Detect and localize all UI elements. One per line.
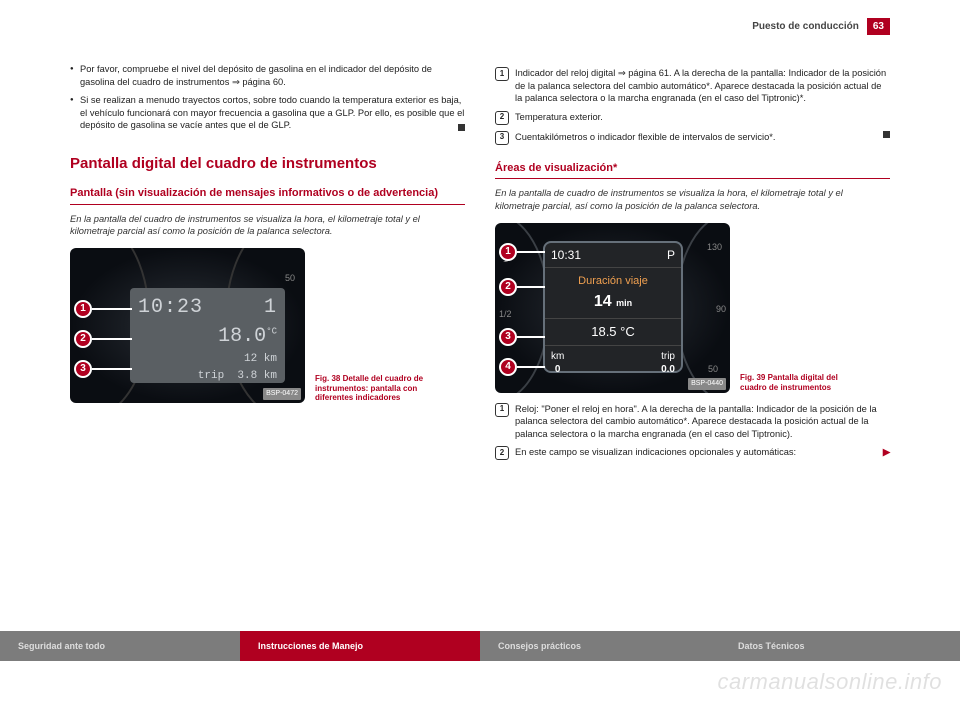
num-text-1b: Reloj: "Poner el reloj en hora". A la de… [515, 403, 890, 441]
tab-instrucciones[interactable]: Instrucciones de Manejo [240, 631, 480, 661]
callout-1: 1 [74, 300, 92, 318]
trip-unit: km [264, 370, 277, 382]
temp-value-2: 18.5 [591, 324, 616, 339]
page-number: 63 [867, 18, 890, 35]
callout-3: 3 [74, 360, 92, 378]
num-text-2: Temperatura exterior. [515, 111, 603, 125]
callouts-38: 1 2 3 [72, 248, 102, 403]
num-badge-3: 3 [495, 131, 509, 145]
trip-duration-val: 14 [594, 293, 612, 310]
km-val: 0 [555, 364, 561, 375]
trip-val-2: 0.0 [661, 364, 675, 375]
clock-value-2: 10:31 [551, 247, 581, 263]
num-badge-2b: 2 [495, 446, 509, 460]
image-ref: BSP-0472 [263, 388, 301, 399]
temp-scale-130: 130 [707, 241, 722, 253]
temp-unit-2: °C [620, 324, 635, 339]
left-column: Por favor, compruebe el nivel del depósi… [70, 63, 465, 466]
num-text-2b: En este campo se visualizan indicaciones… [515, 446, 877, 460]
numbered-list-top: 1 Indicador del reloj digital ⇒ página 61… [495, 67, 890, 145]
trip-label-2: trip [661, 351, 675, 362]
clock-value: 10:23 [138, 294, 203, 321]
num-text-1: Indicador del reloj digital ⇒ página 61.… [515, 67, 890, 105]
subsection-heading-2: Áreas de visualización* [495, 161, 890, 180]
page: Puesto de conducción 63 Por favor, compr… [70, 0, 890, 466]
figure-38-image: 50 10:23 1 18.0°C 12 km trip 3.8 km [70, 248, 305, 403]
temp-unit: °C [266, 326, 277, 336]
callout-2: 2 [74, 330, 92, 348]
bullet-1: Por favor, compruebe el nivel del depósi… [70, 63, 465, 88]
footer-tabs: Seguridad ante todo Instrucciones de Man… [0, 631, 960, 661]
figure-38-caption: Fig. 38 Detalle del cuadro de instrument… [315, 374, 435, 403]
callout-1b: 1 [499, 243, 517, 261]
trip-label: trip [198, 370, 224, 382]
end-mark-icon [883, 131, 890, 138]
header: Puesto de conducción 63 [70, 18, 890, 35]
num-badge-2: 2 [495, 111, 509, 125]
display-panel: 10:23 1 18.0°C 12 km trip 3.8 km [130, 288, 285, 383]
callout-3b: 3 [499, 328, 517, 346]
temp-scale-50: 50 [708, 363, 718, 375]
trip-km: 3.8 [237, 370, 257, 382]
gear-value: 1 [264, 294, 277, 321]
figure-39-caption: Fig. 39 Pantalla digital del cuadro de i… [740, 373, 860, 392]
callout-2b: 2 [499, 278, 517, 296]
tab-seguridad[interactable]: Seguridad ante todo [0, 631, 240, 661]
figure-39-image: 1 1/2 130 90 50 10:31P Duración viaje 14… [495, 223, 730, 393]
callout-4b: 4 [499, 358, 517, 376]
display-panel-2: 10:31 P Duración viaje 14 min 18.5 °C km 0… [543, 241, 683, 373]
continue-arrow-icon: ▶ [883, 446, 890, 460]
km-label: km [551, 351, 564, 362]
trip-duration-unit: min [616, 298, 632, 308]
num-badge-1b: 1 [495, 403, 509, 417]
lead-text: En la pantalla del cuadro de instrumento… [70, 213, 465, 238]
section-heading: Pantalla digital del cuadro de instrumen… [70, 154, 465, 174]
figure-39: 1 1/2 130 90 50 10:31P Duración viaje 14… [495, 223, 890, 393]
tab-consejos[interactable]: Consejos prácticos [480, 631, 720, 661]
bullet-2: Si se realizan a menudo trayectos cortos… [70, 94, 465, 132]
callouts-39: 1 2 3 4 [497, 223, 527, 393]
section-title: Puesto de conducción [752, 21, 859, 32]
gear-value-2: P [667, 247, 675, 263]
temp-value: 18.0 [218, 325, 266, 348]
lead-text-2: En la pantalla de cuadro de instrumentos… [495, 187, 890, 212]
content-columns: Por favor, compruebe el nivel del depósi… [70, 63, 890, 466]
trip-duration-label: Duración viaje [578, 275, 648, 287]
total-km: 12 [244, 353, 257, 365]
figure-38: 50 10:23 1 18.0°C 12 km trip 3.8 km [70, 248, 465, 403]
right-column: 1 Indicador del reloj digital ⇒ página 61… [495, 63, 890, 466]
tab-datos[interactable]: Datos Técnicos [720, 631, 960, 661]
total-unit: km [264, 353, 277, 365]
gauge-mark: 50 [285, 272, 295, 284]
num-text-3: Cuentakilómetros o indicador flexible de… [515, 131, 874, 145]
numbered-list-bottom: 1 Reloj: "Poner el reloj en hora". A la d… [495, 403, 890, 461]
num-badge-1: 1 [495, 67, 509, 81]
image-ref-2: BSP-0440 [688, 378, 726, 389]
subsection-heading: Pantalla (sin visualización de mensajes … [70, 186, 465, 205]
watermark: carmanualsonline.info [717, 669, 942, 695]
temp-scale-90: 90 [716, 303, 726, 315]
